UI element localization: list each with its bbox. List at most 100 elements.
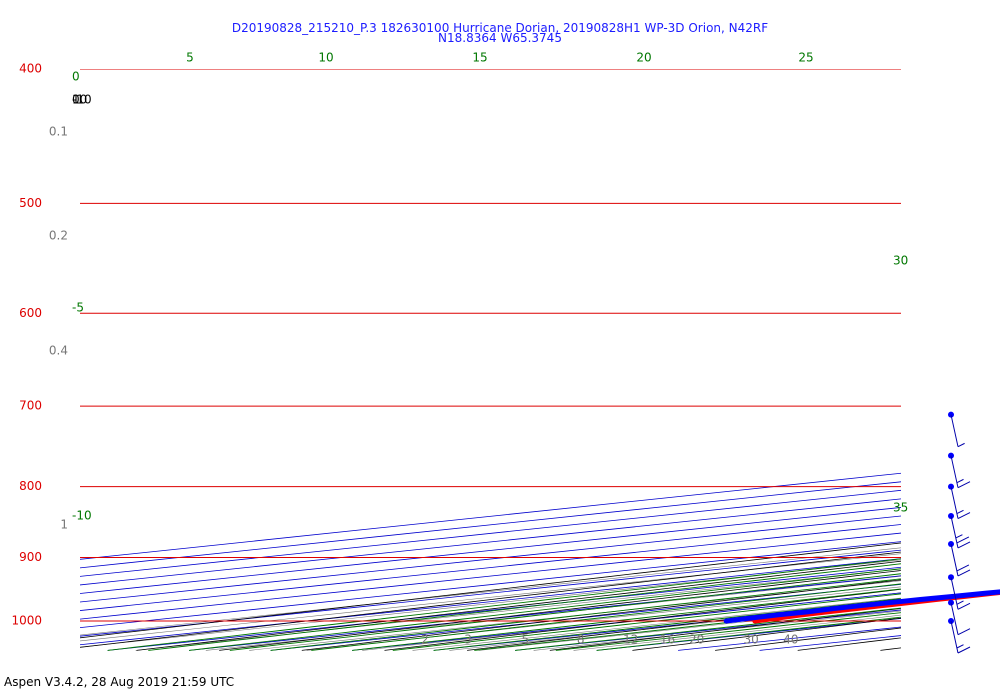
- moist-adiabat-label: 30: [893, 254, 908, 268]
- mixing-ratio-line: [80, 553, 901, 642]
- moist-adiabat-line: [515, 607, 901, 651]
- pressure-label: 500: [19, 196, 42, 210]
- isotherm-line: [80, 481, 901, 569]
- isotherm-line: [80, 498, 901, 586]
- wind-barb: [948, 512, 971, 549]
- moist-adiabat-line: [352, 588, 901, 651]
- line-labels: 4005006007008009001000-50-40-30-20-10010…: [11, 51, 908, 647]
- dry-adiabat-line: [219, 570, 901, 651]
- moist-adiabat-line: [107, 558, 901, 651]
- isobars: [80, 69, 901, 622]
- moist-adiabat-label: 10: [318, 51, 333, 65]
- moist-adiabat-line: [311, 583, 901, 651]
- dry-adiabat-line: [632, 617, 901, 651]
- isotherm-line: [80, 489, 901, 577]
- moist-adiabat-line: [270, 578, 901, 651]
- isotherm-line: [80, 472, 901, 560]
- moist-adiabat-label: 25: [798, 51, 813, 65]
- mixing-ratio-line: [249, 580, 901, 651]
- moist-adiabat-line: [392, 593, 901, 651]
- wind-barb: [948, 599, 971, 636]
- mixing-ratio-label: 1: [60, 518, 68, 532]
- dry-adiabat-line: [963, 54, 1000, 651]
- mixing-ratio-label: 2: [421, 633, 429, 647]
- isotherm-line: [80, 524, 901, 611]
- moist-adiabat-line: [148, 563, 901, 651]
- mixing-ratio-line: [449, 601, 901, 651]
- wind-barbs: [948, 411, 971, 654]
- chart-subtitle-location: N18.8364 W65.3745: [438, 31, 562, 45]
- wind-barb: [948, 411, 965, 448]
- dry-adiabat-line: [136, 560, 901, 651]
- dry-adiabat-line: [715, 627, 901, 651]
- isotherm-line: [80, 532, 901, 620]
- wind-barb: [948, 618, 971, 654]
- dry-adiabat-line: [797, 637, 901, 651]
- moist-adiabat-label: 15: [472, 51, 487, 65]
- dry-adiabat-line: [384, 588, 901, 651]
- isotherm-line: [80, 541, 901, 629]
- footer-version: Aspen V3.4.2, 28 Aug 2019 21:59 UTC: [4, 675, 235, 689]
- mixing-ratio-label: 5: [521, 633, 529, 647]
- chart-title: D20190828_215210_P.3 182630100 Hurricane…: [231, 21, 769, 35]
- moist-adiabat-label: 5: [186, 51, 194, 65]
- mixing-ratio-line: [205, 575, 901, 651]
- dry-adiabat-label: 10: [72, 93, 87, 107]
- pressure-label: 800: [19, 479, 42, 493]
- mixing-ratio-label: 0.1: [49, 125, 68, 139]
- mixing-ratio-label: 16: [660, 633, 675, 647]
- wind-barb: [948, 452, 971, 489]
- mixing-ratio-label: 8: [577, 633, 585, 647]
- mixing-ratio-label: 0.2: [49, 229, 68, 243]
- isotherm-line: [678, 626, 901, 651]
- dry-adiabat-line: [80, 551, 901, 648]
- mixing-ratio-label: 40: [783, 633, 798, 647]
- moist-adiabat-label: 0: [72, 70, 80, 84]
- isotherm-line: [80, 549, 901, 637]
- mixing-ratio-label: 20: [689, 633, 704, 647]
- moist-adiabat-line: [189, 568, 901, 651]
- pressure-label: 900: [19, 550, 42, 564]
- dry-adiabats: [80, 54, 1000, 651]
- dewpoint-profile-line: [723, 589, 1000, 624]
- isotherm-line: [80, 515, 901, 603]
- moist-adiabat-label: -5: [72, 301, 84, 315]
- mixing-ratio-line: [135, 568, 901, 651]
- wind-barb: [948, 574, 971, 610]
- mixing-ratio-label: 3: [464, 633, 472, 647]
- mixing-ratio-label: 30: [744, 633, 759, 647]
- pressure-label: 1000: [11, 614, 42, 628]
- isotherm-line: [352, 592, 901, 651]
- dry-adiabat-line: [880, 647, 901, 651]
- mixing-ratio-line: [412, 597, 901, 651]
- moist-adiabat-line: [229, 573, 901, 651]
- pressure-label: 400: [19, 62, 42, 76]
- wind-barb: [948, 540, 971, 577]
- isotherm-line: [515, 609, 901, 651]
- wind-barb: [948, 483, 971, 520]
- isotherms: [80, 472, 901, 651]
- plot-area: [80, 54, 1000, 651]
- moist-adiabat-label: 20: [636, 51, 651, 65]
- sounding-profiles: [723, 589, 1000, 624]
- mixing-ratio-line: [362, 592, 901, 651]
- dry-adiabat-line: [467, 598, 901, 651]
- moist-adiabats: [107, 558, 901, 651]
- moist-adiabat-label: 35: [893, 501, 908, 515]
- mixing-ratio-lines: [80, 547, 901, 651]
- mixing-ratio-label: 12: [623, 633, 638, 647]
- dry-adiabat-label: 0: [72, 93, 80, 107]
- mixing-ratio-line: [533, 610, 901, 651]
- dry-adiabat-label: -10: [72, 93, 92, 107]
- pressure-label: 600: [19, 306, 42, 320]
- isotherm-line: [80, 507, 901, 594]
- mixing-ratio-line: [80, 547, 901, 636]
- mixing-ratio-label: 0.4: [49, 344, 68, 358]
- dry-adiabat-line: [301, 579, 901, 651]
- mixing-ratio-line: [80, 559, 901, 648]
- moist-adiabat-label: -10: [72, 509, 92, 523]
- isotherm-line: [80, 558, 901, 646]
- dry-adiabat-line: [80, 542, 901, 639]
- mixing-ratio-line: [306, 586, 901, 651]
